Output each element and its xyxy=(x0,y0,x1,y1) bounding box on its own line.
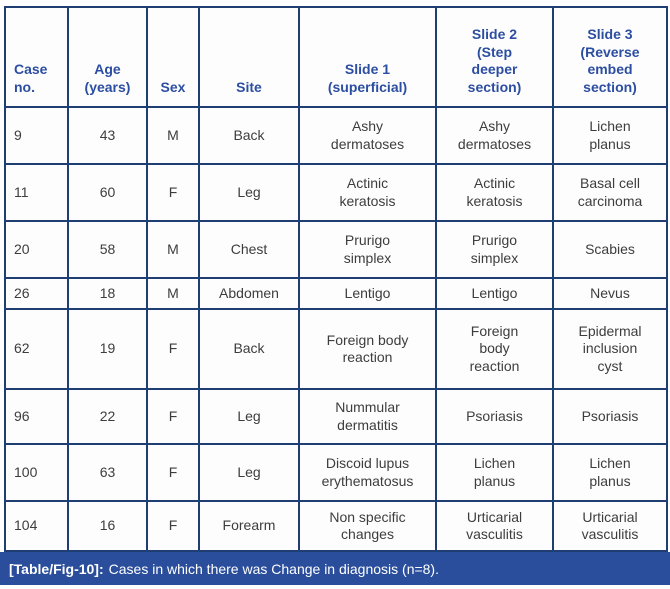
cell-sex: F xyxy=(146,500,200,552)
cell-age: 58 xyxy=(67,220,148,279)
cell-case-no: 104 xyxy=(4,500,69,552)
table-row: 20 58 M Chest Prurigo simplex Prurigo si… xyxy=(4,220,668,279)
cell-slide1: Actinic keratosis xyxy=(298,163,437,222)
diagnosis-change-table: Case no. Age (years) Sex Site Slide 1 (s… xyxy=(4,6,668,552)
header-cell-site: Site xyxy=(198,6,300,108)
cell-age: 22 xyxy=(67,388,148,445)
cell-slide3: Lichen planus xyxy=(552,443,668,502)
cell-site: Chest xyxy=(198,220,300,279)
table-row: 104 16 F Forearm Non specific changes Ur… xyxy=(4,500,668,552)
cell-sex: F xyxy=(146,308,200,390)
cell-sex: M xyxy=(146,277,200,310)
table-row: 9 43 M Back Ashy dermatoses Ashy dermato… xyxy=(4,106,668,165)
cell-slide1: Discoid lupus erythematosus xyxy=(298,443,437,502)
header-cell-case-no: Case no. xyxy=(4,6,69,108)
cell-sex: F xyxy=(146,443,200,502)
cell-case-no: 100 xyxy=(4,443,69,502)
cell-slide2: Lentigo xyxy=(435,277,554,310)
cell-slide1: Lentigo xyxy=(298,277,437,310)
cell-age: 18 xyxy=(67,277,148,310)
cell-case-no: 62 xyxy=(4,308,69,390)
cell-slide2: Psoriasis xyxy=(435,388,554,445)
cell-slide2: Actinic keratosis xyxy=(435,163,554,222)
cell-case-no: 11 xyxy=(4,163,69,222)
cell-site: Forearm xyxy=(198,500,300,552)
table-row: 26 18 M Abdomen Lentigo Lentigo Nevus xyxy=(4,277,668,310)
cell-slide2: Ashy dermatoses xyxy=(435,106,554,165)
table-caption: [Table/Fig-10]: Cases in which there was… xyxy=(0,552,670,585)
cell-age: 16 xyxy=(67,500,148,552)
cell-site: Back xyxy=(198,106,300,165)
cell-slide2: Foreign body reaction xyxy=(435,308,554,390)
cell-slide1: Foreign body reaction xyxy=(298,308,437,390)
cell-site: Back xyxy=(198,308,300,390)
cell-age: 43 xyxy=(67,106,148,165)
caption-figure-label: [Table/Fig-10]: xyxy=(9,560,104,577)
table-header-row: Case no. Age (years) Sex Site Slide 1 (s… xyxy=(4,6,668,108)
cell-site: Leg xyxy=(198,388,300,445)
cell-slide3: Urticarial vasculitis xyxy=(552,500,668,552)
cell-site: Leg xyxy=(198,443,300,502)
cell-slide3: Basal cell carcinoma xyxy=(552,163,668,222)
cell-slide2: Lichen planus xyxy=(435,443,554,502)
cell-slide2: Urticarial vasculitis xyxy=(435,500,554,552)
cell-slide1: Prurigo simplex xyxy=(298,220,437,279)
cell-slide3: Lichen planus xyxy=(552,106,668,165)
cell-case-no: 9 xyxy=(4,106,69,165)
table-row: 100 63 F Leg Discoid lupus erythematosus… xyxy=(4,443,668,502)
table-row: 62 19 F Back Foreign body reaction Forei… xyxy=(4,308,668,390)
header-cell-slide3: Slide 3 (Reverse embed section) xyxy=(552,6,668,108)
header-cell-sex: Sex xyxy=(146,6,200,108)
cell-site: Leg xyxy=(198,163,300,222)
cell-age: 60 xyxy=(67,163,148,222)
cell-case-no: 20 xyxy=(4,220,69,279)
cell-site: Abdomen xyxy=(198,277,300,310)
cell-age: 63 xyxy=(67,443,148,502)
cell-sex: F xyxy=(146,163,200,222)
header-cell-age: Age (years) xyxy=(67,6,148,108)
cell-slide3: Nevus xyxy=(552,277,668,310)
table-row: 96 22 F Leg Nummular dermatitis Psoriasi… xyxy=(4,388,668,445)
cell-slide3: Psoriasis xyxy=(552,388,668,445)
cell-case-no: 26 xyxy=(4,277,69,310)
cell-sex: M xyxy=(146,106,200,165)
cell-slide3: Scabies xyxy=(552,220,668,279)
cell-sex: F xyxy=(146,388,200,445)
cell-slide1: Ashy dermatoses xyxy=(298,106,437,165)
header-cell-slide1: Slide 1 (superficial) xyxy=(298,6,437,108)
header-cell-slide2: Slide 2 (Step deeper section) xyxy=(435,6,554,108)
cell-sex: M xyxy=(146,220,200,279)
table-row: 11 60 F Leg Actinic keratosis Actinic ke… xyxy=(4,163,668,222)
cell-age: 19 xyxy=(67,308,148,390)
cell-slide2: Prurigo simplex xyxy=(435,220,554,279)
cell-case-no: 96 xyxy=(4,388,69,445)
cell-slide1: Non specific changes xyxy=(298,500,437,552)
cell-slide3: Epidermal inclusion cyst xyxy=(552,308,668,390)
cell-slide1: Nummular dermatitis xyxy=(298,388,437,445)
caption-text: Cases in which there was Change in diagn… xyxy=(108,560,439,577)
